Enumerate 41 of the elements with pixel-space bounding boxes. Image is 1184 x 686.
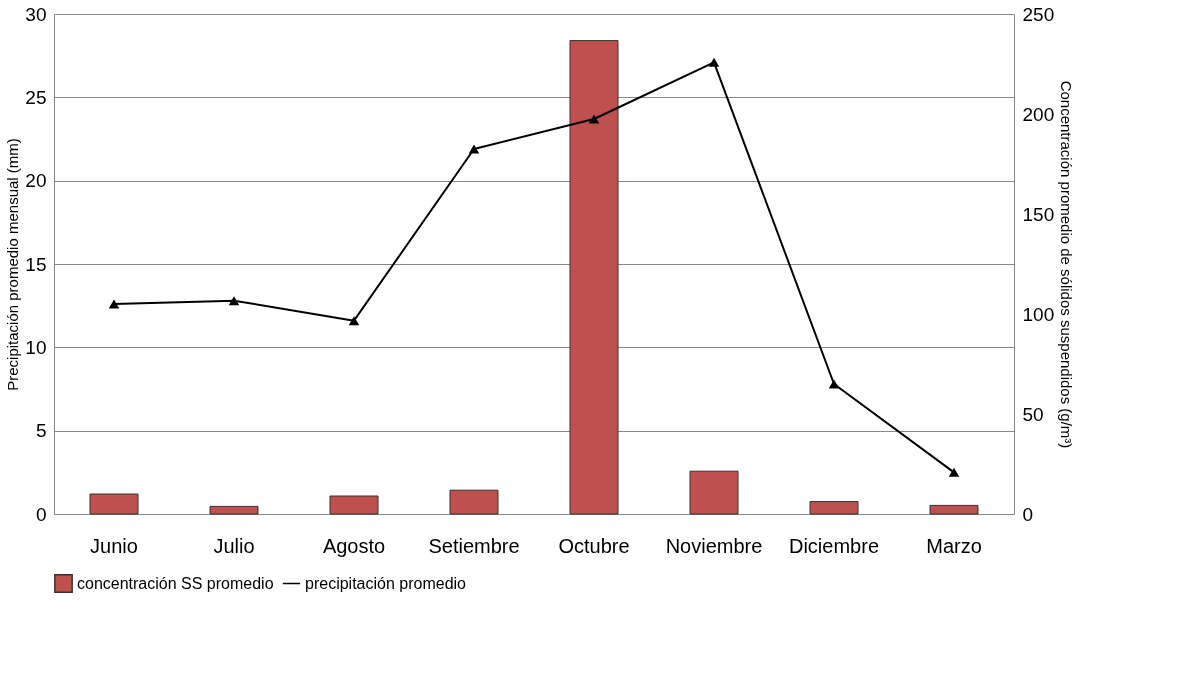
- point: [348, 316, 360, 326]
- bar: [689, 470, 739, 515]
- y2-tick-label: 200: [1022, 103, 1055, 125]
- point: [708, 57, 720, 67]
- x-tick-label: Setiembre: [428, 534, 520, 557]
- bar: [209, 505, 259, 515]
- x-tick-label: Octubre: [558, 534, 630, 557]
- y2-axis-title: Concentración promedio de sólidos suspendidos (g/m³): [1058, 80, 1076, 449]
- point: [228, 296, 240, 306]
- bar: [809, 501, 859, 515]
- bar: [449, 489, 499, 515]
- y-tick-label: 25: [25, 86, 47, 108]
- bar: [89, 493, 139, 515]
- x-tick-label: Agosto: [322, 534, 386, 557]
- x-tick-label: Diciembre: [788, 534, 880, 557]
- x-tick-label: Julio: [213, 534, 255, 557]
- y2-tick-label: 50: [1022, 403, 1044, 425]
- legend-label: precipitación promedio: [305, 574, 467, 592]
- y-tick-label: 15: [25, 253, 47, 275]
- bar: [929, 504, 979, 515]
- y2-tick-label: 0: [1022, 503, 1034, 525]
- x-tick-label: Noviembre: [665, 534, 763, 557]
- point: [828, 379, 840, 389]
- y2-tick-label: 100: [1022, 303, 1055, 325]
- x-tick-label: Junio: [90, 534, 138, 557]
- y-tick-label: 30: [25, 3, 47, 25]
- point: [108, 299, 120, 309]
- y-tick-label: 5: [35, 420, 47, 442]
- bar: [329, 495, 379, 515]
- y2-tick-label: 250: [1022, 3, 1055, 25]
- point: [948, 467, 960, 477]
- y-axis-title: Precipitación promedio mensual (mm): [4, 138, 22, 391]
- y-tick-label: 10: [25, 336, 47, 358]
- point: [588, 114, 600, 124]
- point: [468, 144, 480, 154]
- y-tick-label: 20: [25, 170, 47, 192]
- y-tick-label: 0: [35, 503, 47, 525]
- bar: [569, 40, 619, 515]
- y2-tick-label: 150: [1022, 203, 1055, 225]
- x-tick-label: Marzo: [926, 534, 982, 557]
- legend-label: concentración SS promedio: [77, 574, 274, 592]
